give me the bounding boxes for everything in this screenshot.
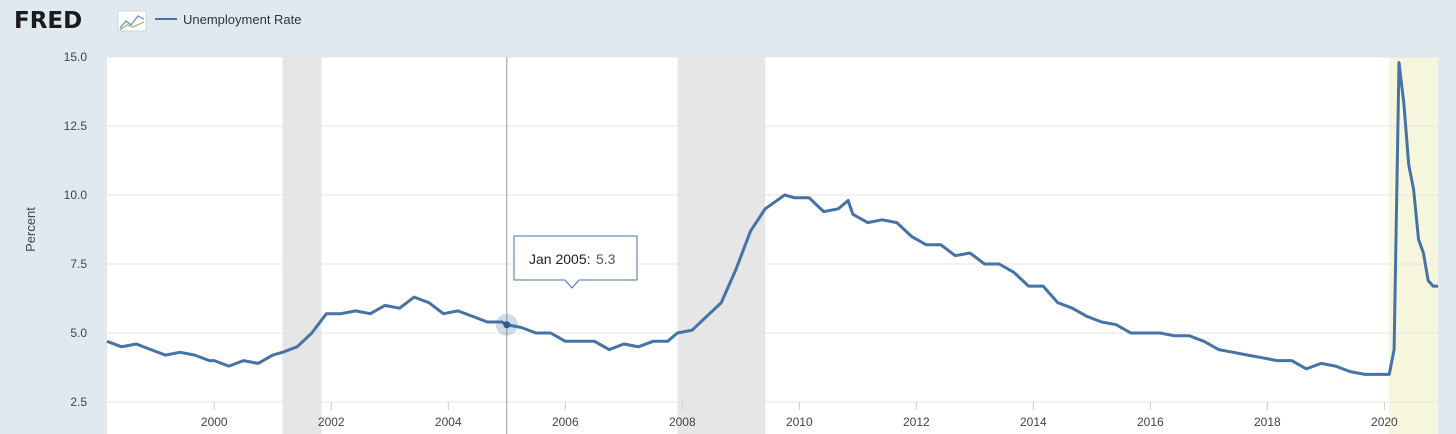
x-tick-label: 2004 — [435, 415, 462, 429]
y-tick-label: 2.5 — [70, 395, 87, 409]
legend-label[interactable]: Unemployment Rate — [183, 12, 302, 27]
x-tick-label: 2020 — [1371, 415, 1398, 429]
gridlines — [107, 56, 1438, 403]
header: FRED Unemployment Rate — [14, 8, 302, 34]
tooltip-date: Jan 2005: — [529, 251, 591, 267]
x-tick-label: 2018 — [1254, 415, 1281, 429]
series-line-unemployment-rate[interactable] — [106, 61, 1438, 376]
tooltip-value: 5.3 — [596, 251, 616, 267]
chart-logo-icon — [117, 10, 147, 32]
fred-logo[interactable]: FRED — [14, 8, 82, 34]
y-axis-label: Percent — [23, 207, 38, 252]
x-tick-label: 2010 — [786, 415, 813, 429]
x-tick-label: 2000 — [201, 415, 228, 429]
x-tick-label: 2006 — [552, 415, 579, 429]
y-tick-label: 7.5 — [70, 257, 87, 271]
x-tick-label: 2012 — [903, 415, 930, 429]
hover-point[interactable] — [503, 321, 511, 329]
y-tick-label: 15.0 — [64, 50, 88, 64]
recession-band — [282, 57, 322, 434]
y-axis-ticks: 2.5 5.0 7.5 10.0 12.5 15.0 — [64, 50, 88, 409]
x-tick-label: 2014 — [1020, 415, 1047, 429]
tooltip-box — [513, 235, 638, 289]
x-tick-label: 2008 — [669, 415, 696, 429]
x-axis-ticks: 2000 2002 2004 2006 2008 2010 2012 2014 2016 2018… — [201, 402, 1398, 429]
plot-area — [107, 57, 1438, 434]
x-tick-label: 2016 — [1137, 415, 1164, 429]
y-tick-label: 12.5 — [64, 119, 88, 133]
y-tick-label: 10.0 — [64, 188, 88, 202]
x-tick-label: 2002 — [318, 415, 345, 429]
y-tick-label: 5.0 — [70, 326, 87, 340]
tooltip: Jan 2005: 5.3 — [513, 235, 638, 289]
recession-band — [677, 57, 766, 434]
